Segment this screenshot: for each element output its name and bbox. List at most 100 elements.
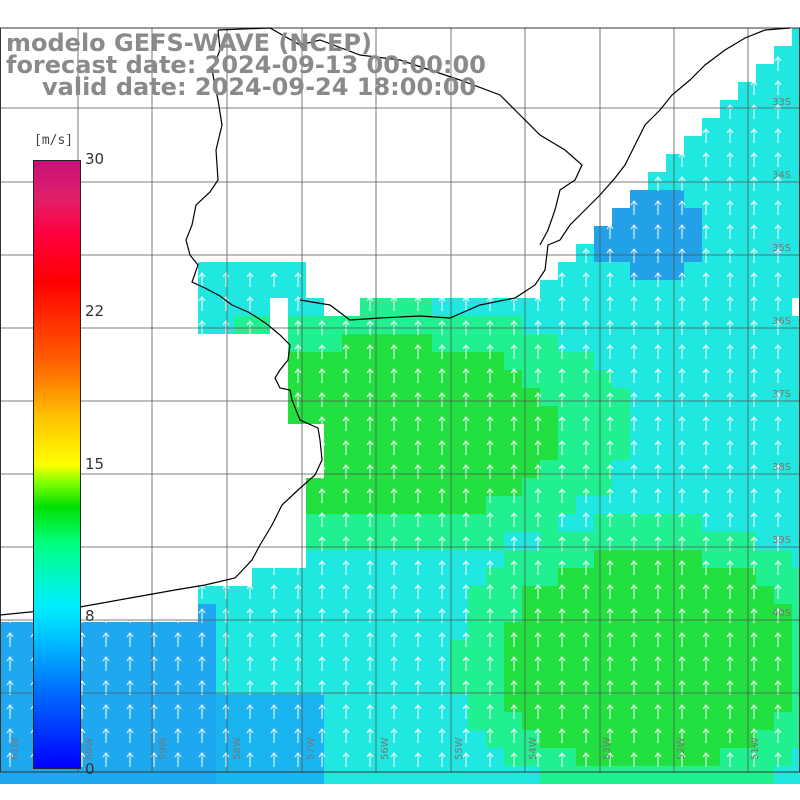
wind-arrow	[558, 584, 566, 599]
wind-cell	[558, 334, 576, 352]
wind-arrow	[6, 608, 14, 623]
wind-arrow	[318, 392, 326, 407]
wind-cell	[18, 694, 36, 712]
wind-arrow	[510, 296, 518, 311]
wind-cell	[522, 748, 540, 766]
wind-cell	[774, 766, 792, 784]
wind-cell	[630, 604, 648, 622]
wind-arrow	[414, 440, 422, 455]
wind-cell	[702, 334, 720, 352]
wind-cell	[594, 676, 612, 694]
wind-cell	[306, 316, 324, 334]
wind-arrow	[654, 224, 662, 239]
wind-cell	[702, 604, 720, 622]
wind-cell	[738, 424, 756, 442]
wind-cell	[576, 532, 594, 550]
wind-cell	[738, 154, 756, 172]
wind-cell	[432, 622, 450, 640]
wind-cell	[684, 514, 702, 532]
wind-arrow	[582, 464, 590, 479]
wind-cell	[576, 244, 594, 262]
wind-cell	[486, 388, 504, 406]
wind-cell	[450, 712, 468, 730]
wind-cell	[666, 334, 684, 352]
wind-cell	[630, 334, 648, 352]
wind-arrow	[654, 392, 662, 407]
wind-arrow	[630, 560, 638, 575]
wind-cell	[90, 766, 108, 784]
wind-cell	[792, 82, 800, 100]
wind-arrow	[342, 392, 350, 407]
wind-cell	[792, 622, 800, 640]
wind-cell	[756, 424, 774, 442]
wind-cell	[90, 694, 108, 712]
wind-arrow	[702, 512, 710, 527]
wind-cell	[414, 514, 432, 532]
wind-cell	[594, 226, 612, 244]
wind-arrow	[486, 584, 494, 599]
wind-cell	[630, 406, 648, 424]
wind-arrow	[750, 200, 758, 215]
wind-arrow	[606, 224, 614, 239]
wind-cell	[414, 640, 432, 658]
wind-cell	[612, 514, 630, 532]
wind-cell	[594, 730, 612, 748]
wind-arrow	[462, 344, 470, 359]
wind-arrow	[774, 560, 782, 575]
wind-cell	[108, 766, 126, 784]
wind-cell	[324, 604, 342, 622]
wind-arrow	[534, 464, 542, 479]
wind-cell	[612, 622, 630, 640]
wind-arrow	[438, 584, 446, 599]
wind-cell	[648, 370, 666, 388]
wind-arrow	[606, 344, 614, 359]
wind-arrow	[678, 464, 686, 479]
wind-cell	[648, 694, 666, 712]
wind-arrow	[390, 632, 398, 647]
wind-cell	[576, 316, 594, 334]
wind-arrow	[750, 128, 758, 143]
wind-arrow	[126, 728, 134, 743]
wind-cell	[288, 280, 306, 298]
wind-cell	[540, 568, 558, 586]
wind-arrow	[438, 728, 446, 743]
wind-cell	[288, 298, 306, 316]
wind-cell	[432, 442, 450, 460]
wind-cell	[108, 712, 126, 730]
wind-cell	[504, 442, 522, 460]
wind-cell	[666, 154, 684, 172]
wind-arrow	[558, 536, 566, 551]
wind-cell	[126, 712, 144, 730]
wind-cell	[360, 370, 378, 388]
latitude-label: 35S	[772, 243, 791, 254]
colorbar-tick-30: 30	[85, 150, 105, 168]
wind-cell	[486, 352, 504, 370]
wind-cell	[18, 640, 36, 658]
wind-cell	[738, 262, 756, 280]
wind-cell	[234, 280, 252, 298]
wind-cell	[414, 370, 432, 388]
wind-cell	[576, 622, 594, 640]
wind-cell	[612, 532, 630, 550]
wind-cell	[702, 766, 720, 784]
wind-cell	[540, 406, 558, 424]
wind-cell	[18, 712, 36, 730]
wind-cell	[666, 298, 684, 316]
wind-cell	[774, 442, 792, 460]
wind-arrow	[318, 536, 326, 551]
wind-arrow	[390, 704, 398, 719]
wind-arrow	[438, 368, 446, 383]
wind-cell	[468, 316, 486, 334]
wind-arrow	[750, 440, 758, 455]
wind-cell	[540, 442, 558, 460]
wind-cell	[738, 748, 756, 766]
wind-cell	[702, 568, 720, 586]
wind-arrow	[678, 152, 686, 167]
wind-cell	[450, 640, 468, 658]
wind-arrow	[678, 272, 686, 287]
wind-arrow	[678, 560, 686, 575]
wind-cell	[306, 604, 324, 622]
wind-cell	[558, 388, 576, 406]
wind-cell	[360, 586, 378, 604]
wind-cell	[738, 460, 756, 478]
